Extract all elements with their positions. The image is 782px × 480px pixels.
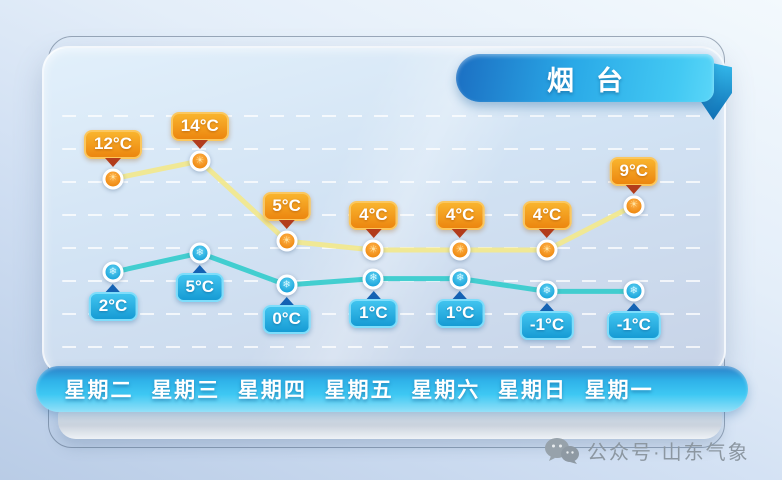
sun-icon: ☀	[368, 244, 378, 255]
wechat-icon	[545, 437, 579, 464]
low-temp-point: ❄	[276, 274, 298, 296]
high-temp-label: 14°C	[170, 112, 229, 149]
high-temp-point: ☀	[623, 195, 645, 216]
high-temp-point: ☀	[449, 239, 471, 261]
snowflake-icon: ❄	[542, 285, 552, 297]
low-temp-label: 0°C	[262, 297, 311, 334]
day-label: 星期三	[151, 379, 221, 402]
low-temp-point: ❄	[102, 261, 124, 283]
day-label: 星期四	[237, 379, 307, 402]
high-temp-point: ☀	[362, 239, 384, 261]
sun-icon: ☀	[455, 244, 465, 255]
grid-line	[62, 181, 702, 183]
sun-icon: ☀	[542, 244, 552, 255]
snowflake-icon: ❄	[369, 272, 378, 284]
pedestal-bar	[58, 409, 722, 439]
day-label: 星期日	[498, 379, 567, 402]
low-temp-label: 1°C	[435, 290, 485, 328]
high-temp-label: 4°C	[435, 201, 485, 238]
low-temp-point: ❄	[449, 268, 471, 290]
city-ribbon: 烟台	[456, 54, 714, 102]
sun-icon: ☀	[108, 172, 118, 184]
high-temp-label: 12°C	[84, 129, 142, 167]
low-temp-label: -1°C	[606, 303, 661, 341]
watermark: 公众号·山东气象	[544, 436, 750, 465]
high-temp-label: 4°C	[522, 201, 572, 238]
sun-icon: ☀	[195, 155, 205, 166]
day-label: 星期五	[324, 379, 394, 402]
high-temp-point: ☀	[102, 168, 124, 190]
high-temp-point: ☀	[276, 230, 298, 252]
watermark-text: 公众号·山东气象	[587, 442, 750, 464]
grid-line	[62, 346, 702, 348]
high-temp-point: ☀	[189, 150, 211, 172]
snowflake-icon: ❄	[282, 279, 291, 290]
sun-icon: ☀	[282, 235, 292, 247]
weekday-bar: 星期二 星期三 星期四 星期五 星期六 星期日 星期一	[36, 366, 748, 412]
high-temp-label: 4°C	[349, 201, 398, 238]
low-temp-label: 1°C	[349, 290, 398, 328]
grid-line	[62, 148, 702, 150]
high-temp-label: 9°C	[609, 156, 659, 194]
day-label: 星期一	[584, 379, 654, 402]
snowflake-icon: ❄	[108, 266, 118, 278]
low-temp-point: ❄	[189, 242, 211, 264]
low-temp-label: -1°C	[519, 303, 575, 341]
low-temp-label: 5°C	[175, 265, 225, 302]
high-temp-point: ☀	[536, 239, 558, 261]
snowflake-icon: ❄	[455, 272, 465, 284]
snowflake-icon: ❄	[195, 247, 204, 258]
low-temp-point: ❄	[362, 268, 384, 290]
high-temp-label: 5°C	[262, 192, 311, 230]
sun-icon: ☀	[629, 199, 639, 211]
day-label: 星期二	[64, 379, 134, 402]
city-title: 烟台	[547, 65, 645, 96]
snowflake-icon: ❄	[629, 285, 638, 297]
low-temp-point: ❄	[536, 280, 558, 302]
grid-line	[62, 115, 702, 117]
day-label: 星期六	[411, 379, 481, 402]
low-temp-label: 2°C	[88, 284, 138, 322]
low-temp-point: ❄	[623, 280, 645, 302]
